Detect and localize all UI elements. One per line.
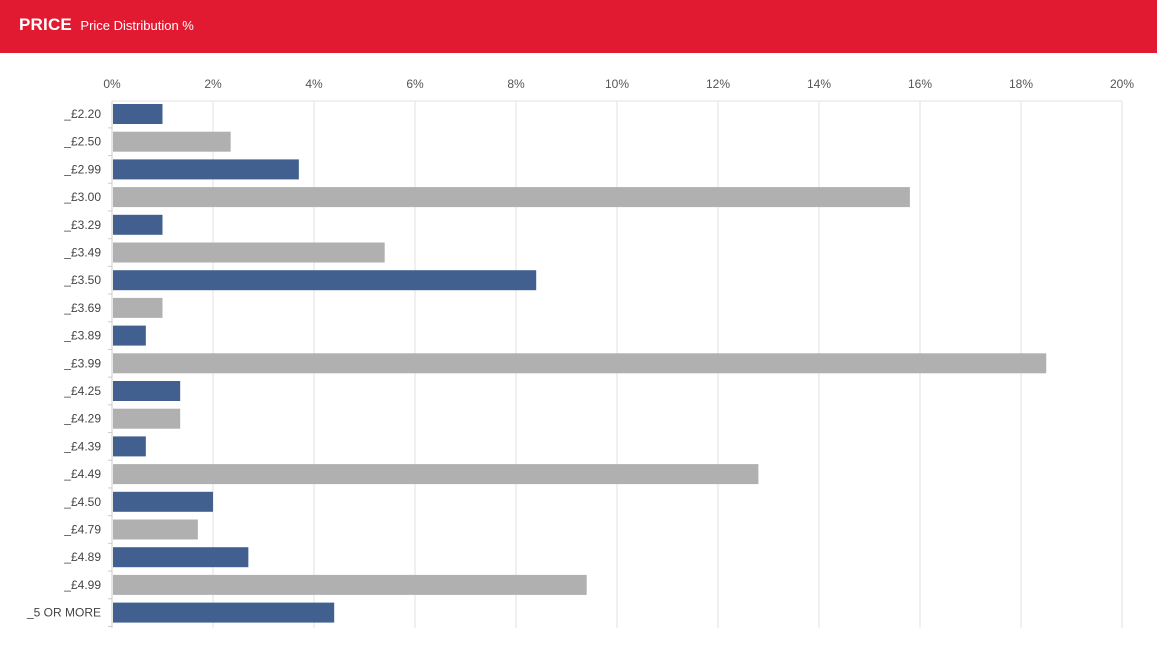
header-title: PRICE Price Distribution % <box>19 15 194 35</box>
category-label: _£2.99 <box>63 162 101 176</box>
x-tick-label: 2% <box>204 77 222 91</box>
bar <box>113 353 1047 374</box>
bar <box>113 408 181 429</box>
category-label: _£4.39 <box>63 439 101 453</box>
category-label: _£3.89 <box>63 329 101 343</box>
bar <box>113 270 537 291</box>
category-label: _£4.25 <box>63 384 101 398</box>
page-title: PRICE <box>19 15 72 34</box>
category-label: _£3.49 <box>63 246 101 260</box>
x-tick-label: 4% <box>305 77 323 91</box>
category-label: _£4.29 <box>63 412 101 426</box>
x-tick-label: 8% <box>507 77 525 91</box>
category-label: _£4.79 <box>63 523 101 537</box>
header-bar: PRICE Price Distribution % <box>0 0 1157 53</box>
x-tick-label: 16% <box>908 77 932 91</box>
bar <box>113 242 385 263</box>
x-tick-label: 0% <box>103 77 121 91</box>
x-axis-ticks: 0% 2% 4% 6% 8% 10% 12% 14% 16% 18% 20% <box>103 77 1134 91</box>
category-label: _£3.00 <box>63 190 101 204</box>
bar <box>113 187 910 208</box>
x-tick-label: 12% <box>706 77 730 91</box>
category-label: _£4.49 <box>63 467 101 481</box>
price-distribution-chart: 0% 2% 4% 6% 8% 10% 12% 14% 16% 18% 20% _£2.20 _£2.5… <box>26 77 1134 628</box>
x-tick-label: 18% <box>1009 77 1033 91</box>
bar <box>113 104 163 124</box>
bar <box>113 602 335 623</box>
x-tick-label: 14% <box>807 77 831 91</box>
category-label: _£3.69 <box>63 301 101 315</box>
category-label: _£2.50 <box>63 135 101 149</box>
x-tick-label: 10% <box>605 77 629 91</box>
category-label: _£3.29 <box>63 218 101 232</box>
category-label: _£2.20 <box>63 107 101 121</box>
category-label: _£3.50 <box>63 273 101 287</box>
bar <box>113 159 299 180</box>
category-label: _£3.99 <box>63 356 101 370</box>
bars <box>113 104 1047 623</box>
bar <box>113 464 759 485</box>
bar <box>113 325 146 346</box>
category-label: _£4.50 <box>63 495 101 509</box>
category-label: _5 OR MORE <box>26 606 101 620</box>
x-tick-label: 6% <box>406 77 424 91</box>
bar <box>113 574 587 595</box>
y-axis-labels: _£2.20 _£2.50 _£2.99 _£3.00 _£3.29 _£3.49 _£3.… <box>26 107 101 620</box>
bar <box>113 131 231 152</box>
x-tick-label: 20% <box>1110 77 1134 91</box>
page-subtitle: Price Distribution % <box>80 18 194 33</box>
bar <box>113 519 198 540</box>
bar <box>113 381 181 401</box>
bar <box>113 436 146 457</box>
bar <box>113 297 163 318</box>
bar <box>113 491 213 512</box>
category-label: _£4.89 <box>63 550 101 564</box>
category-label: _£4.99 <box>63 578 101 592</box>
bar <box>113 547 249 568</box>
bar <box>113 214 163 235</box>
